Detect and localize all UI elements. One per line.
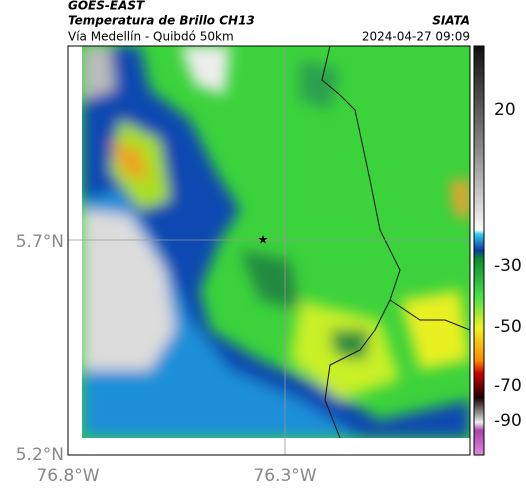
colorbar-label: 20 [494, 100, 516, 120]
satellite: GOES-EAST [68, 0, 145, 13]
y-label: 5.2°N [16, 445, 64, 465]
svg-text:★: ★ [258, 233, 269, 247]
colorbar-label: -90 [494, 411, 522, 431]
route: Vía Medellín - Quibdó 50km [68, 30, 234, 44]
colorbar-label: -50 [494, 317, 522, 337]
x-label: 76.3°W [253, 466, 316, 486]
source: SIATA [432, 14, 470, 28]
colorbar-label: -70 [494, 376, 522, 396]
y-label: 5.7°N [16, 232, 64, 252]
map-frame [67, 45, 471, 456]
satellite-image: ★ [82, 46, 470, 438]
x-label: 76.8°W [36, 466, 99, 486]
datetime: 2024-04-27 09:09 [362, 30, 470, 44]
colorbar [473, 45, 485, 456]
colorbar-label: -30 [494, 256, 522, 276]
product: Temperatura de Brillo CH13 [68, 14, 255, 28]
